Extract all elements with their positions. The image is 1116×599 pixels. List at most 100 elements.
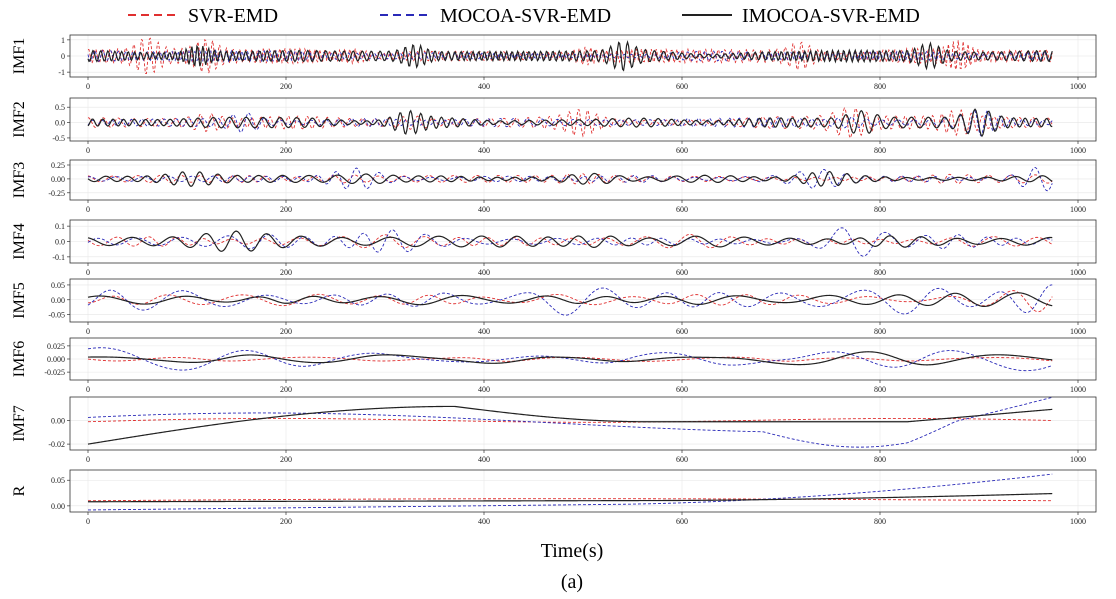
y-tick-label: 0.00 — [51, 502, 65, 511]
y-tick-label: 0.05 — [51, 281, 65, 290]
legend-entry-svr-emd: SVR-EMD — [128, 5, 278, 27]
series-lines-imf1 — [87, 37, 1053, 75]
legend-label-mocoa-svr-emd: MOCOA-SVR-EMD — [440, 5, 611, 27]
y-tick-label: -0.05 — [48, 311, 65, 320]
series-imocoa-svr-emd-imf3 — [87, 170, 1053, 187]
x-tick-label: 600 — [676, 327, 688, 336]
y-tick-label: -0.1 — [52, 253, 65, 262]
x-tick-label: 600 — [676, 205, 688, 214]
panel-imf6: -0.025 0.000 0.025 0 200 400 600 800 1000 IMF6 — [11, 337, 1097, 394]
series-svr-emd-imf3 — [87, 173, 1053, 185]
panels: -1 0 1 0 200 400 600 800 1000 IMF1 -0.5 0.0 0.5 0 200 4… — [11, 34, 1097, 526]
x-tick-label: 200 — [280, 146, 292, 155]
y-tick-label: 0.1 — [55, 222, 65, 231]
figure-caption: (a) — [561, 571, 583, 593]
series-lines-r — [87, 473, 1053, 511]
x-tick-label: 1000 — [1070, 205, 1086, 214]
x-tick-label: 600 — [676, 455, 688, 464]
panel-frame-imf2 — [69, 97, 1097, 142]
y-tick-label: 0.000 — [47, 355, 65, 364]
series-mocoa-svr-emd-imf3 — [87, 167, 1053, 192]
x-tick-label: 0 — [86, 455, 90, 464]
x-tick-label: 800 — [874, 146, 886, 155]
series-lines-imf2 — [87, 107, 1053, 140]
x-tick-label: 1000 — [1070, 455, 1086, 464]
x-tick-label: 1000 — [1070, 327, 1086, 336]
y-tick-label: 0 — [61, 52, 65, 61]
x-tick-label: 800 — [874, 327, 886, 336]
x-tick-label: 200 — [280, 327, 292, 336]
series-imocoa-svr-emd-imf6 — [87, 351, 1053, 366]
y-tick-label: 0.25 — [51, 161, 65, 170]
y-tick-label: 0.0 — [55, 119, 65, 128]
y-tick-label: 0.00 — [51, 417, 65, 426]
legend-entry-imocoa-svr-emd: IMOCOA-SVR-EMD — [682, 5, 920, 27]
x-tick-label: 400 — [478, 205, 490, 214]
x-tick-label: 1000 — [1070, 517, 1086, 526]
legend-label-imocoa-svr-emd: IMOCOA-SVR-EMD — [742, 5, 920, 27]
y-tick-label: -1 — [58, 68, 65, 77]
x-tick-label: 800 — [874, 82, 886, 91]
x-tick-label: 0 — [86, 268, 90, 277]
x-tick-label: 0 — [86, 82, 90, 91]
y-tick-label: 1 — [61, 36, 65, 45]
series-mocoa-svr-emd-imf5 — [87, 284, 1053, 316]
series-lines-imf6 — [87, 347, 1053, 372]
series-mocoa-svr-emd-r — [87, 473, 1053, 511]
series-imocoa-svr-emd-imf1 — [87, 40, 1053, 72]
x-tick-label: 1000 — [1070, 268, 1086, 277]
series-mocoa-svr-emd-imf6 — [87, 347, 1053, 372]
series-mocoa-svr-emd-imf2 — [87, 109, 1053, 137]
panel-frame-imf7 — [69, 396, 1097, 451]
legend-entry-mocoa-svr-emd: MOCOA-SVR-EMD — [380, 5, 611, 27]
x-tick-label: 600 — [676, 146, 688, 155]
series-svr-emd-imf7 — [87, 417, 1053, 423]
x-tick-label: 600 — [676, 385, 688, 394]
x-tick-label: 200 — [280, 385, 292, 394]
series-svr-emd-imf6 — [87, 356, 1053, 362]
panel-label-imf2: IMF2 — [11, 101, 28, 137]
x-tick-label: 600 — [676, 517, 688, 526]
y-tick-label: 0.5 — [55, 103, 65, 112]
x-tick-label: 400 — [478, 268, 490, 277]
x-tick-label: 400 — [478, 146, 490, 155]
panel-r: 0.00 0.05 0 200 400 600 800 1000 R — [11, 469, 1097, 526]
panel-imf1: -1 0 1 0 200 400 600 800 1000 IMF1 — [11, 34, 1097, 91]
series-imocoa-svr-emd-imf7 — [87, 405, 1053, 445]
x-tick-label: 800 — [874, 517, 886, 526]
series-lines-imf4 — [87, 227, 1053, 257]
x-tick-label: 800 — [874, 205, 886, 214]
panel-frame-imf3 — [69, 159, 1097, 201]
series-imocoa-svr-emd-r — [87, 492, 1053, 503]
x-tick-label: 800 — [874, 268, 886, 277]
series-imocoa-svr-emd-imf2 — [87, 108, 1053, 138]
panel-frame-imf5 — [69, 278, 1097, 323]
y-tick-label: 0.025 — [47, 342, 65, 351]
x-tick-label: 0 — [86, 385, 90, 394]
x-axis-label: Time(s) — [541, 540, 604, 562]
y-tick-label: 0.00 — [51, 175, 65, 184]
series-mocoa-svr-emd-imf7 — [87, 397, 1053, 448]
panel-label-imf1: IMF1 — [11, 38, 28, 74]
panel-imf3: -0.25 0.00 0.25 0 200 400 600 800 1000 IMF3 — [11, 159, 1097, 214]
series-lines-imf7 — [87, 397, 1053, 448]
y-tick-label: -0.025 — [44, 368, 65, 377]
x-tick-label: 400 — [478, 327, 490, 336]
panel-label-imf3: IMF3 — [11, 162, 28, 198]
x-tick-label: 0 — [86, 327, 90, 336]
legend-label-svr-emd: SVR-EMD — [188, 5, 278, 27]
panel-label-imf7: IMF7 — [11, 405, 28, 441]
panel-frame-r — [69, 469, 1097, 513]
x-tick-label: 400 — [478, 385, 490, 394]
panel-label-imf6: IMF6 — [11, 341, 28, 377]
x-tick-label: 1000 — [1070, 385, 1086, 394]
panel-label-imf5: IMF5 — [11, 282, 28, 318]
x-tick-label: 400 — [478, 455, 490, 464]
panel-imf5: -0.05 0.00 0.05 0 200 400 600 800 1000 IMF5 — [11, 278, 1097, 336]
panel-label-imf4: IMF4 — [11, 223, 28, 259]
x-tick-label: 600 — [676, 82, 688, 91]
x-tick-label: 0 — [86, 517, 90, 526]
panel-label-r: R — [11, 485, 28, 496]
x-tick-label: 400 — [478, 82, 490, 91]
